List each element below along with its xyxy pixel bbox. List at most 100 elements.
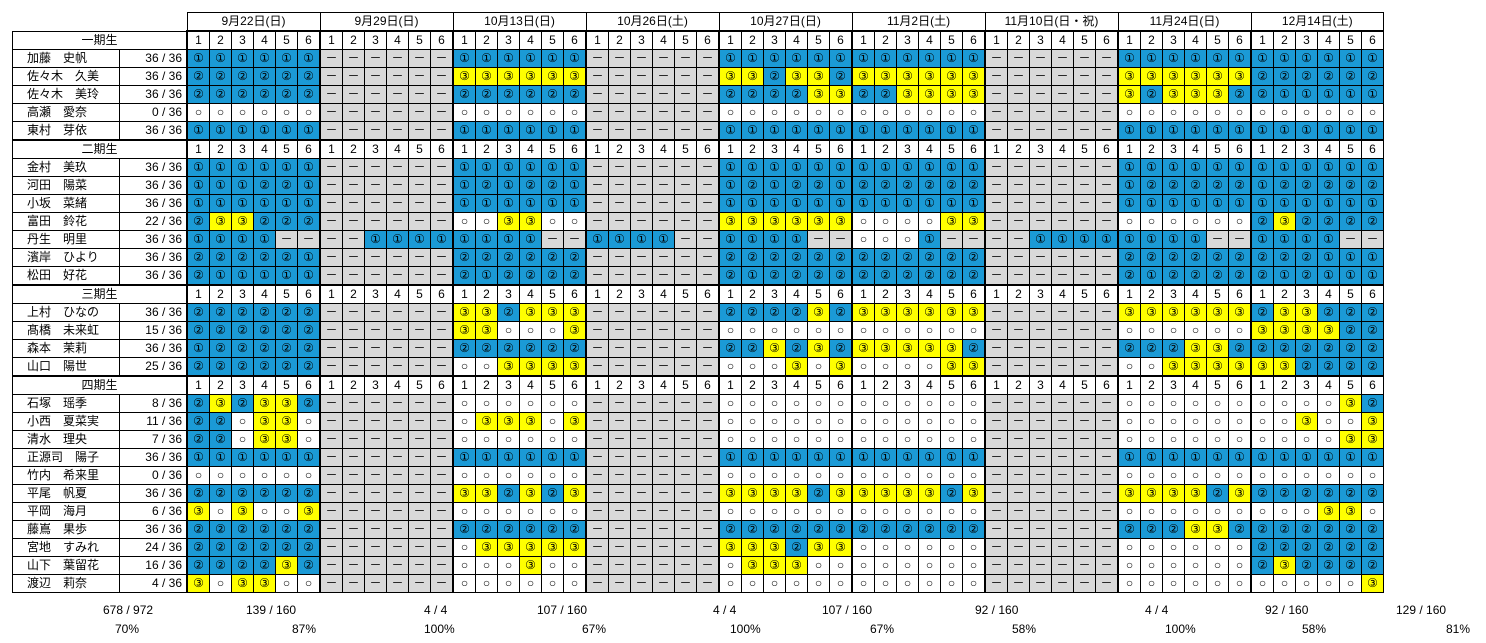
status-cell[interactable]: － [696,85,720,104]
status-cell[interactable]: ① [630,230,653,249]
status-cell[interactable]: － [386,339,409,358]
status-cell[interactable]: ○ [741,412,764,431]
status-cell[interactable]: ○ [452,357,476,377]
status-cell[interactable]: ① [1361,448,1384,467]
status-cell[interactable]: － [652,502,675,521]
status-cell[interactable]: ③ [231,574,254,593]
status-cell[interactable]: ○ [497,466,520,485]
status-cell[interactable]: ② [718,303,742,322]
status-cell[interactable]: ② [297,67,321,86]
status-cell[interactable]: ○ [718,556,742,575]
member-name[interactable]: 山下 葉留花 [12,556,120,575]
status-cell[interactable]: ③ [918,303,941,322]
status-cell[interactable]: ② [1117,266,1141,286]
status-cell[interactable]: ① [1339,121,1362,141]
status-cell[interactable]: ② [1361,303,1384,322]
status-cell[interactable]: ① [231,448,254,467]
status-cell[interactable]: － [1228,230,1252,249]
status-cell[interactable]: ③ [1206,357,1229,377]
status-cell[interactable]: ① [231,158,254,177]
status-cell[interactable]: ② [497,339,520,358]
status-cell[interactable]: － [585,520,609,539]
status-cell[interactable]: ② [741,176,764,195]
status-cell[interactable]: ① [1184,194,1207,213]
status-cell[interactable]: － [1029,176,1052,195]
status-cell[interactable]: ② [231,556,254,575]
status-cell[interactable]: ① [186,230,210,249]
status-cell[interactable]: ○ [940,412,963,431]
status-cell[interactable]: － [1051,502,1074,521]
status-cell[interactable]: ○ [1140,538,1163,557]
status-cell[interactable]: ② [253,357,276,377]
status-cell[interactable]: ③ [1162,303,1185,322]
status-cell[interactable]: ② [1162,339,1185,358]
status-cell[interactable]: ② [209,430,232,449]
status-cell[interactable]: － [1007,158,1030,177]
status-cell[interactable]: － [984,394,1008,413]
status-cell[interactable]: ③ [231,502,254,521]
status-cell[interactable]: ① [497,121,520,141]
status-cell[interactable]: ○ [962,538,986,557]
status-cell[interactable]: ③ [741,538,764,557]
status-cell[interactable]: ① [209,448,232,467]
status-cell[interactable]: ○ [962,394,986,413]
status-cell[interactable]: ○ [452,556,476,575]
status-cell[interactable]: － [1051,85,1074,104]
status-cell[interactable]: － [1095,158,1119,177]
status-cell[interactable]: ① [1206,448,1229,467]
status-cell[interactable]: － [319,212,343,231]
status-cell[interactable]: ○ [763,430,786,449]
status-cell[interactable]: － [585,266,609,286]
status-cell[interactable]: ③ [1140,67,1163,86]
status-cell[interactable]: ② [1273,339,1296,358]
member-name[interactable]: 松田 好花 [12,266,120,286]
status-cell[interactable]: ③ [253,394,276,413]
status-cell[interactable]: ③ [918,339,941,358]
status-cell[interactable]: － [1007,538,1030,557]
status-cell[interactable]: ③ [785,212,808,231]
status-cell[interactable]: ① [896,448,919,467]
status-cell[interactable]: － [696,502,720,521]
status-cell[interactable]: ② [541,176,564,195]
status-cell[interactable]: ○ [1162,466,1185,485]
status-cell[interactable]: ○ [851,321,875,340]
status-cell[interactable]: － [408,266,431,286]
status-cell[interactable]: ○ [918,430,941,449]
status-cell[interactable]: － [630,574,653,593]
member-name[interactable]: 石塚 瑶季 [12,394,120,413]
status-cell[interactable]: － [342,556,365,575]
status-cell[interactable]: ② [497,85,520,104]
status-cell[interactable]: － [940,230,963,249]
member-name[interactable]: 藤嶌 果歩 [12,520,120,539]
status-cell[interactable]: ② [186,357,210,377]
status-cell[interactable]: ③ [874,67,897,86]
status-cell[interactable]: － [1007,121,1030,141]
status-cell[interactable]: ① [297,121,321,141]
status-cell[interactable]: ① [519,448,542,467]
status-cell[interactable]: － [608,67,631,86]
status-cell[interactable]: ○ [1117,430,1141,449]
status-cell[interactable]: － [364,520,387,539]
status-cell[interactable]: － [674,412,697,431]
status-cell[interactable]: － [674,248,697,267]
status-cell[interactable]: ① [1250,158,1274,177]
status-cell[interactable]: ② [297,321,321,340]
status-cell[interactable]: ○ [896,574,919,593]
status-cell[interactable]: － [319,430,343,449]
status-cell[interactable]: － [984,339,1008,358]
status-cell[interactable]: ○ [1339,103,1362,122]
status-cell[interactable]: － [386,466,409,485]
status-cell[interactable]: － [984,502,1008,521]
status-cell[interactable]: ① [519,230,542,249]
status-cell[interactable]: － [585,194,609,213]
status-cell[interactable]: ○ [563,212,587,231]
status-cell[interactable]: － [342,49,365,68]
status-cell[interactable]: － [608,412,631,431]
status-cell[interactable]: ① [1273,49,1296,68]
status-cell[interactable]: － [585,121,609,141]
status-cell[interactable]: ○ [231,430,254,449]
status-cell[interactable]: － [608,502,631,521]
status-cell[interactable]: ① [1117,194,1141,213]
status-cell[interactable]: － [1007,466,1030,485]
status-cell[interactable]: ② [475,339,498,358]
